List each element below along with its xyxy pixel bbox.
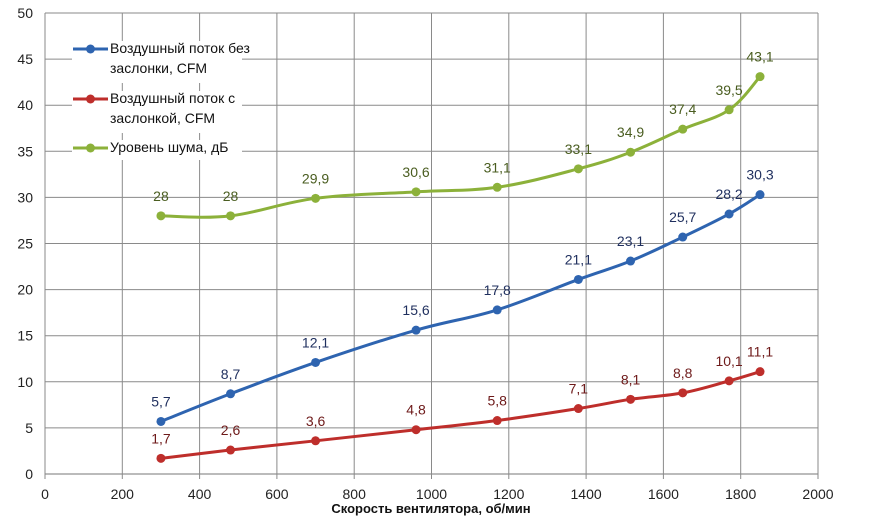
series-line <box>160 193 761 423</box>
x-tick-label: 400 <box>188 486 212 502</box>
x-tick-label: 200 <box>111 486 135 502</box>
data-point <box>626 147 636 157</box>
data-labels: 5,7 8,7 12,1 15,6 17,8 21,1 23,1 25,7 28,230,3 1,… <box>151 49 774 447</box>
data-label: 43,1 <box>746 49 773 65</box>
data-label: 10,1 <box>715 353 742 369</box>
y-tick-label: 5 <box>25 420 33 436</box>
data-label: 33,1 <box>565 141 592 157</box>
data-point <box>724 105 734 115</box>
data-label: 12,1 <box>302 334 329 350</box>
data-point <box>311 436 321 446</box>
legend-background <box>72 140 242 160</box>
x-tick-label: 2000 <box>802 486 833 502</box>
data-label: 23,1 <box>617 233 644 249</box>
data-label: 1,7 <box>151 430 171 446</box>
data-point <box>724 376 734 386</box>
y-tick-label: 15 <box>17 328 33 344</box>
data-point <box>492 416 502 426</box>
data-label: 15,6 <box>402 302 429 318</box>
x-tick-label: 600 <box>265 486 289 502</box>
data-point <box>156 453 166 463</box>
data-point <box>492 305 502 315</box>
x-tick-label: 1800 <box>725 486 756 502</box>
data-label: 30,3 <box>746 167 773 183</box>
legend-marker <box>86 44 95 54</box>
data-point <box>678 124 688 134</box>
y-tick-label: 30 <box>17 189 33 205</box>
data-point <box>492 182 502 192</box>
y-tick-label: 25 <box>17 236 33 252</box>
y-tick-label: 10 <box>17 374 33 390</box>
data-label: 21,1 <box>565 251 592 267</box>
data-label: 29,9 <box>302 170 329 186</box>
x-tick-label: 1000 <box>416 486 447 502</box>
data-point <box>755 367 765 377</box>
y-tick-label: 50 <box>17 5 33 21</box>
data-point <box>678 232 688 242</box>
x-tick-label: 0 <box>41 486 49 502</box>
data-point <box>724 209 734 219</box>
data-point <box>573 164 583 174</box>
data-point <box>678 388 688 398</box>
y-tick-label: 20 <box>17 282 33 298</box>
grid <box>44 12 819 479</box>
series-lines <box>156 72 765 463</box>
data-label: 3,6 <box>306 413 326 429</box>
data-label: 39,5 <box>715 82 742 98</box>
y-tick-label: 45 <box>17 51 33 67</box>
data-label: 28,2 <box>715 186 742 202</box>
data-point <box>411 425 421 435</box>
data-label: 8,8 <box>673 365 693 381</box>
x-tick-label: 1200 <box>493 486 524 502</box>
y-tick-label: 35 <box>17 143 33 159</box>
y-tick-label: 0 <box>25 466 33 482</box>
data-label: 28 <box>153 188 169 204</box>
y-tick-label: 40 <box>17 97 33 113</box>
data-point <box>411 187 421 197</box>
data-point <box>573 404 583 414</box>
legend-entry: Воздушный поток с заслонкой, CFM <box>110 90 235 126</box>
data-label: 31,1 <box>484 159 511 175</box>
data-label: 7,1 <box>569 381 589 397</box>
data-point <box>156 416 166 426</box>
x-tick-label: 1600 <box>648 486 679 502</box>
data-label: 34,9 <box>617 124 644 140</box>
data-label: 2,6 <box>221 422 241 438</box>
axis-ticks: 0 5 10 15 20 25 30 35 40 45 50 0 200 400 600 800 1000 120… <box>17 5 833 502</box>
series-line <box>160 75 762 219</box>
data-label: 25,7 <box>669 209 696 225</box>
x-axis-label: Скорость вентилятора, об/мин <box>331 501 530 516</box>
x-tick-label: 800 <box>343 486 367 502</box>
legend-entry: Воздушный поток без заслонки, CFM <box>110 40 250 76</box>
data-label: 30,6 <box>402 164 429 180</box>
data-point <box>226 211 236 221</box>
data-point <box>755 190 765 200</box>
legend-marker <box>86 143 95 153</box>
data-point <box>311 357 321 367</box>
data-label: 17,8 <box>484 282 511 298</box>
data-point <box>755 72 765 82</box>
data-label: 11,1 <box>747 344 773 360</box>
data-label: 5,8 <box>487 393 507 409</box>
x-tick-label: 1400 <box>571 486 602 502</box>
data-label: 28 <box>223 188 239 204</box>
data-point <box>226 389 236 399</box>
legend: Воздушный поток без заслонки, CFM Воздушны… <box>72 40 250 160</box>
data-point <box>311 193 321 203</box>
data-point <box>226 445 236 455</box>
data-point <box>411 325 421 335</box>
data-label: 37,4 <box>669 101 696 117</box>
data-point <box>626 256 636 266</box>
series-line <box>160 370 761 460</box>
data-label: 5,7 <box>151 393 171 409</box>
data-label: 8,7 <box>221 366 241 382</box>
data-label: 8,1 <box>621 371 641 387</box>
data-point <box>156 211 166 221</box>
data-point <box>626 394 636 404</box>
legend-entry: Уровень шума, дБ <box>110 139 228 155</box>
data-label: 4,8 <box>406 402 426 418</box>
data-point <box>573 274 583 284</box>
legend-marker <box>86 94 95 104</box>
